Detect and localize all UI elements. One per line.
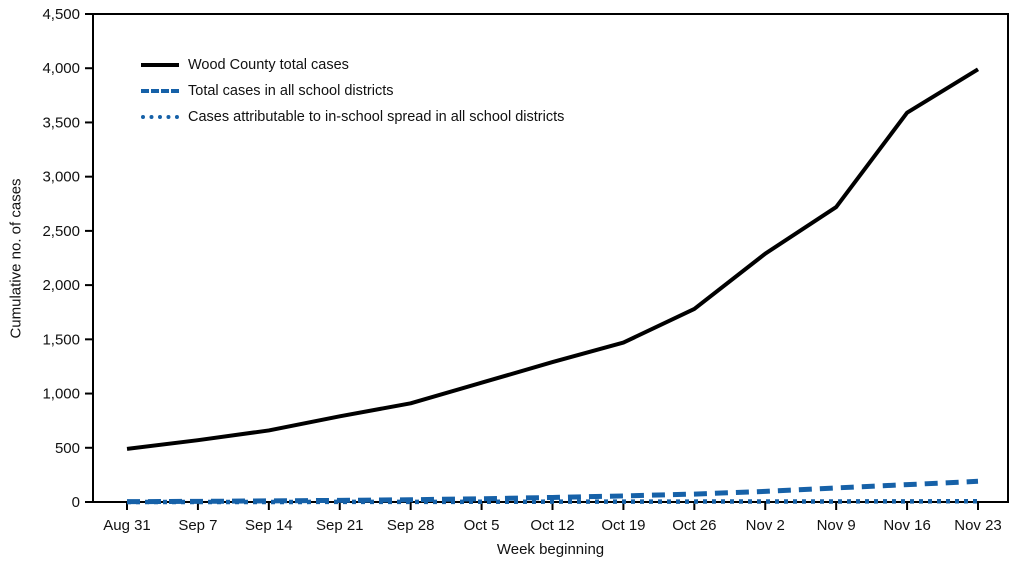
- y-tick-label: 0: [72, 494, 80, 511]
- x-axis-title: Week beginning: [496, 541, 605, 558]
- x-tick-label: Aug 31: [103, 517, 151, 534]
- dotted-line-swatch: [141, 115, 179, 119]
- x-tick-label: Sep 21: [316, 517, 364, 534]
- legend-label: Wood County total cases: [188, 57, 349, 73]
- y-axis-title: Cumulative no. of cases: [7, 178, 25, 339]
- x-tick-label: Sep 7: [178, 517, 217, 534]
- series-line-1: [126, 478, 979, 505]
- legend-item-school-district-total: Total cases in all school districts: [141, 78, 564, 104]
- y-tick-label: 4,500: [42, 6, 80, 23]
- solid-line-swatch: [141, 63, 179, 67]
- y-tick-label: 4,000: [42, 60, 80, 77]
- x-tick-label: Oct 19: [601, 517, 645, 534]
- dashed-line-swatch: [141, 89, 179, 93]
- x-tick-label: Oct 26: [672, 517, 716, 534]
- y-tick-label: 3,500: [42, 114, 80, 131]
- x-tick-label: Sep 14: [245, 517, 293, 534]
- legend: Wood County total cases Total cases in a…: [141, 52, 564, 130]
- y-tick-label: 3,000: [42, 169, 80, 186]
- x-tick-label: Nov 9: [817, 517, 856, 534]
- y-tick-label: 500: [55, 440, 80, 457]
- legend-label: Cases attributable to in-school spread i…: [188, 109, 565, 125]
- x-tick-label: Nov 16: [883, 517, 931, 534]
- x-tick-label: Oct 12: [530, 517, 574, 534]
- legend-item-in-school-spread: Cases attributable to in-school spread i…: [141, 104, 564, 130]
- y-tick-label: 2,500: [42, 223, 80, 240]
- x-tick-label: Nov 2: [746, 517, 785, 534]
- x-tick-label: Nov 23: [954, 517, 1002, 534]
- series-line-2: [127, 498, 979, 505]
- series-line-0: [126, 67, 980, 451]
- x-tick-label: Oct 5: [464, 517, 500, 534]
- legend-item-wood-county-total: Wood County total cases: [141, 52, 564, 78]
- y-tick-label: 1,000: [42, 386, 80, 403]
- y-tick-label: 2,000: [42, 277, 80, 294]
- y-tick-label: 1,500: [42, 331, 80, 348]
- legend-label: Total cases in all school districts: [188, 83, 394, 99]
- x-tick-label: Sep 28: [387, 517, 435, 534]
